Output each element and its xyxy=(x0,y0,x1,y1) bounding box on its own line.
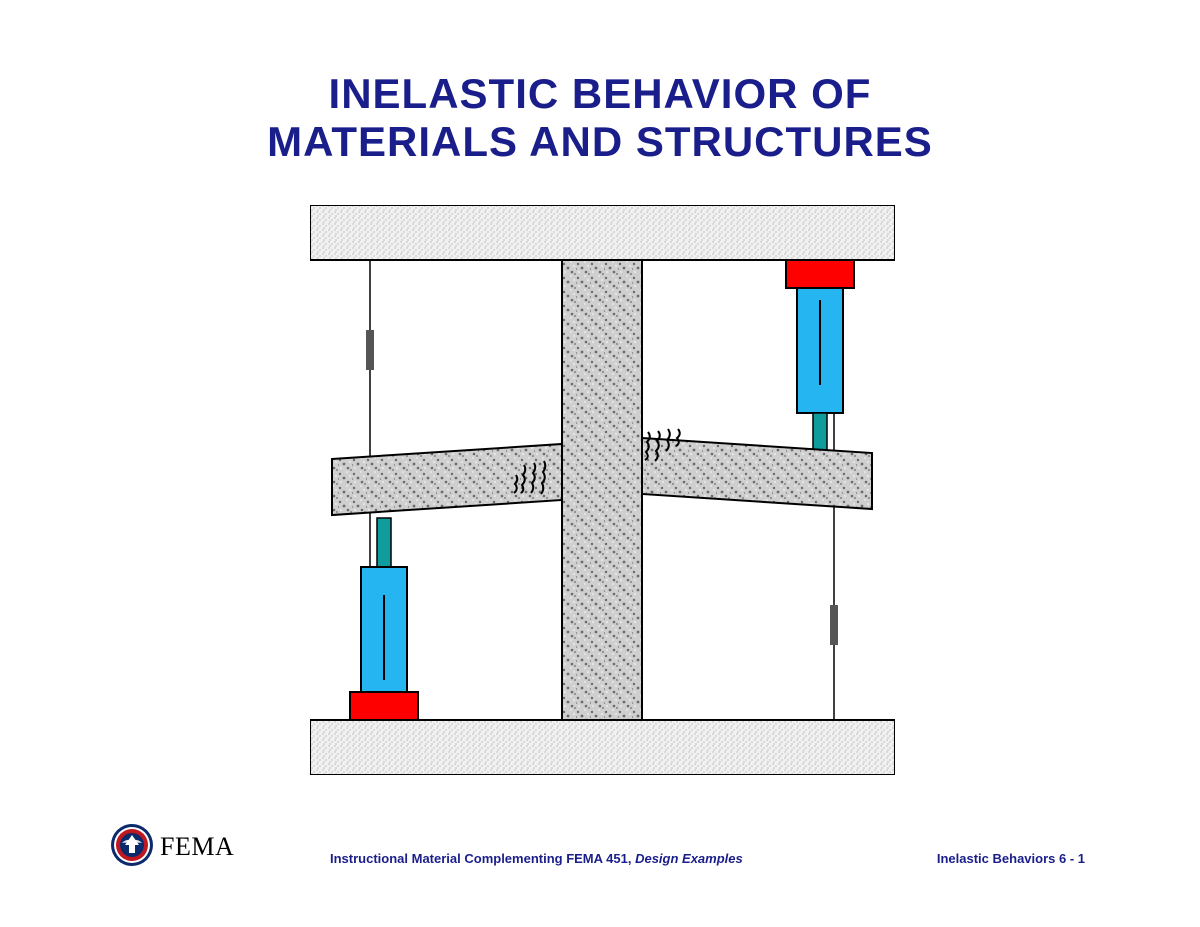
slide-title: INELASTIC BEHAVIOR OF MATERIALS AND STRU… xyxy=(0,70,1200,167)
right-lvdt xyxy=(830,605,838,645)
title-line-2: MATERIALS AND STRUCTURES xyxy=(267,118,933,165)
beam-right-half xyxy=(642,438,872,509)
slide-footer: FEMA Instructional Material Complementin… xyxy=(0,822,1200,872)
bottom-platen xyxy=(310,720,895,775)
footer-center-italic: Design Examples xyxy=(635,851,743,866)
title-line-1: INELASTIC BEHAVIOR OF xyxy=(329,70,872,117)
fema-seal-icon xyxy=(110,823,154,872)
footer-page-number: Inelastic Behaviors 6 - 1 xyxy=(937,851,1085,866)
test-rig-diagram xyxy=(310,205,895,775)
right-actuator-mount xyxy=(786,260,854,288)
left-actuator-rod xyxy=(377,518,391,567)
top-platen xyxy=(310,205,895,260)
footer-center-text: Instructional Material Complementing FEM… xyxy=(330,851,743,866)
left-actuator-mount xyxy=(350,692,418,720)
left-lvdt xyxy=(366,330,374,370)
footer-center-prefix: Instructional Material Complementing FEM… xyxy=(330,851,635,866)
beam-left-half xyxy=(332,444,562,515)
fema-wordmark: FEMA xyxy=(160,832,234,862)
column-specimen xyxy=(562,260,642,720)
